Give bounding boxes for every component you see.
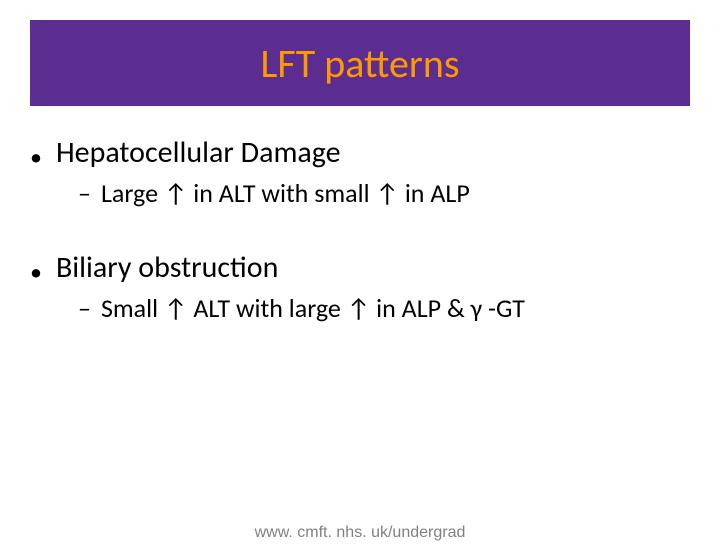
bullet-level1: • Biliary obstruction (30, 249, 690, 286)
bullet-dash-icon: – (78, 177, 91, 209)
bullet-dash-icon: – (78, 292, 91, 324)
bullet-level2: – Small ↑ ALT with large ↑ in ALP & γ -G… (30, 292, 690, 324)
bullet-dot-icon: • (30, 146, 42, 170)
footer-url: www. cmft. nhs. uk/undergrad (0, 524, 720, 542)
title-bar: LFT patterns (30, 20, 690, 106)
bullet-text: Hepatocellular Damage (56, 134, 341, 171)
bullet-text: Biliary obstruction (56, 249, 278, 286)
bullet-sub-text: Small ↑ ALT with large ↑ in ALP & γ -GT (101, 292, 525, 324)
bullet-sub-text: Large ↑ in ALT with small ↑ in ALP (101, 177, 470, 209)
content-area: • Hepatocellular Damage – Large ↑ in ALT… (0, 106, 720, 324)
bullet-level1: • Hepatocellular Damage (30, 134, 690, 171)
bullet-level2: – Large ↑ in ALT with small ↑ in ALP (30, 177, 690, 209)
bullet-dot-icon: • (30, 261, 42, 285)
slide-title: LFT patterns (261, 39, 460, 88)
